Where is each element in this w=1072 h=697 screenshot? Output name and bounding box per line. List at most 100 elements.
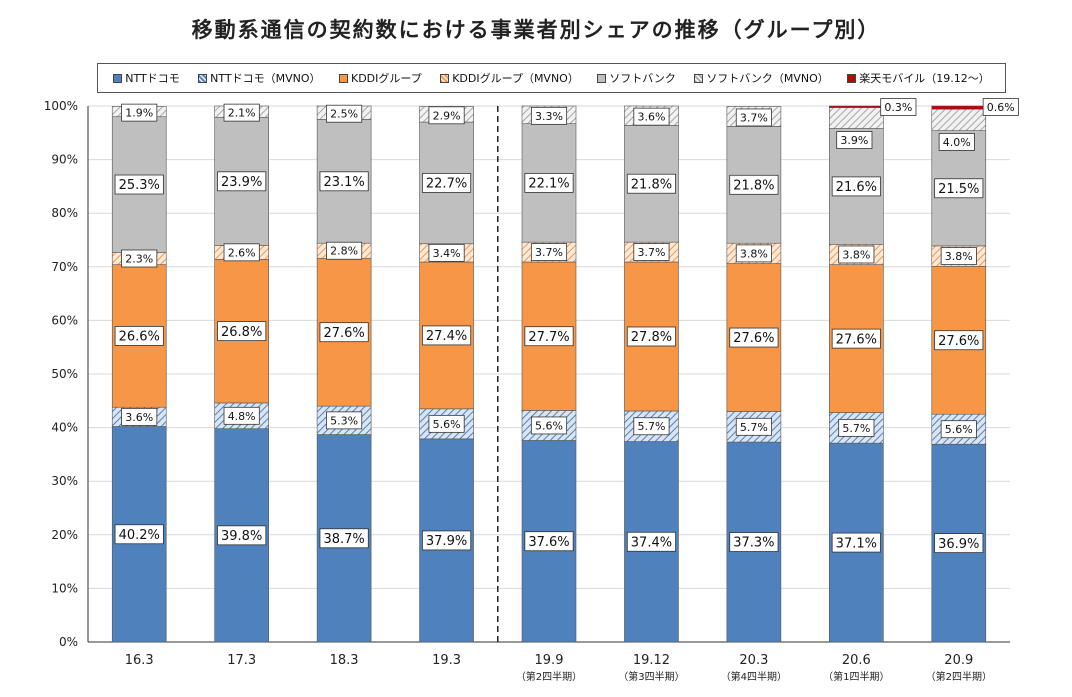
- legend-swatch: [597, 73, 607, 83]
- data-label-box: [530, 416, 568, 435]
- data-label-box: [626, 173, 676, 194]
- data-label-box: [938, 133, 975, 151]
- legend-item: ソフトバンク（MVNO）: [694, 70, 829, 86]
- data-label: 27.6%: [323, 326, 364, 341]
- legend-swatch: [113, 73, 123, 83]
- data-label: 3.6%: [637, 111, 665, 124]
- legend-label: ソフトバンク: [609, 72, 676, 85]
- data-label-box: [934, 330, 984, 351]
- data-label: 39.8%: [221, 529, 262, 544]
- data-label: 27.7%: [528, 330, 569, 345]
- y-tick-label: 30%: [51, 474, 78, 488]
- data-label-box: [729, 174, 779, 195]
- data-label: 5.3%: [330, 414, 358, 427]
- data-label: 37.9%: [426, 534, 467, 549]
- x-sub-label: （第3四半期）: [618, 670, 684, 683]
- bar-segment: [931, 105, 987, 110]
- data-label: 27.6%: [733, 331, 774, 346]
- y-tick-label: 100%: [44, 99, 78, 113]
- data-label-box: [121, 103, 158, 122]
- legend-label: NTTドコモ: [125, 72, 180, 85]
- y-tick-label: 80%: [51, 206, 78, 220]
- data-label: 3.6%: [125, 411, 153, 424]
- legend-swatch: [339, 73, 348, 83]
- legend-swatch: [198, 73, 208, 83]
- legend-swatch: [694, 73, 704, 83]
- legend-item: 楽天モバイル（19.12～）: [847, 70, 990, 86]
- data-label-box: [735, 108, 772, 127]
- data-label-box: [633, 417, 670, 436]
- data-label: 36.9%: [938, 537, 979, 552]
- x-tick-label: 18.3: [330, 653, 359, 668]
- data-label: 37.3%: [733, 536, 774, 551]
- data-label-box: [735, 244, 772, 263]
- y-tick-label: 10%: [51, 581, 78, 595]
- y-tick-label: 60%: [51, 313, 78, 327]
- data-label-box: [422, 325, 472, 346]
- data-label: 38.7%: [323, 532, 364, 547]
- data-label: 5.6%: [945, 423, 973, 436]
- data-label-box: [836, 131, 873, 149]
- data-label-box: [838, 245, 875, 264]
- data-label-box: [626, 326, 676, 347]
- data-label: 40.2%: [119, 528, 160, 543]
- x-tick-label: 19.12: [633, 653, 670, 668]
- data-label-box: [530, 243, 568, 261]
- data-label: 2.6%: [228, 246, 256, 259]
- data-label-box: [223, 103, 260, 122]
- data-label-box: [633, 107, 670, 126]
- x-sub-label: （第4四半期）: [721, 670, 787, 683]
- data-label: 21.5%: [938, 182, 979, 197]
- data-label: 5.7%: [842, 422, 870, 435]
- data-label-box: [940, 247, 977, 265]
- data-label: 3.9%: [840, 134, 868, 147]
- y-tick-label: 50%: [51, 367, 78, 381]
- data-label: 23.1%: [323, 175, 364, 190]
- data-label-box: [633, 243, 670, 261]
- data-label: 2.3%: [125, 252, 153, 265]
- legend-label: KDDIグループ: [351, 72, 422, 85]
- data-label: 3.4%: [433, 247, 461, 260]
- legend-label: NTTドコモ（MVNO）: [210, 72, 321, 85]
- data-label-box: [524, 531, 574, 552]
- x-sub-label: （第2四半期）: [926, 670, 992, 683]
- data-label: 5.7%: [637, 420, 665, 433]
- data-label-box: [422, 173, 472, 193]
- data-label-box: [735, 417, 772, 436]
- data-label: 2.8%: [330, 245, 358, 258]
- data-label: 22.7%: [426, 177, 467, 192]
- data-label-box: [934, 533, 984, 554]
- data-label: 2.1%: [228, 107, 256, 120]
- data-label: 22.1%: [528, 177, 569, 192]
- data-label: 2.5%: [330, 108, 358, 121]
- data-label-box: [626, 531, 676, 552]
- legend-item: NTTドコモ: [113, 70, 180, 86]
- data-label: 27.6%: [836, 332, 877, 347]
- data-label: 3.8%: [945, 250, 973, 263]
- data-label-box: [530, 106, 568, 125]
- y-tick-label: 70%: [51, 260, 78, 274]
- data-label: 21.8%: [631, 177, 672, 192]
- legend-swatch: [440, 73, 450, 83]
- data-label: 3.7%: [535, 246, 563, 259]
- x-sub-label: （第2四半期）: [516, 670, 582, 683]
- data-label: 2.9%: [433, 109, 461, 122]
- data-label: 1.9%: [125, 107, 153, 120]
- data-label-box: [319, 528, 369, 549]
- chart-title: 移動系通信の契約数における事業者別シェアの推移（グループ別）: [191, 18, 881, 42]
- data-label: 23.9%: [221, 175, 262, 190]
- data-label-box: [114, 326, 164, 346]
- data-label-box: [114, 174, 164, 195]
- data-label-box: [880, 98, 917, 116]
- data-label-box: [422, 530, 472, 551]
- data-label-box: [524, 326, 574, 347]
- data-label: 5.6%: [535, 419, 563, 432]
- data-label-box: [326, 241, 363, 260]
- x-tick-label: 19.9: [535, 653, 564, 668]
- data-label: 21.6%: [836, 180, 877, 195]
- legend-item: KDDIグループ: [339, 70, 422, 86]
- data-label: 26.8%: [221, 325, 262, 340]
- data-label-box: [729, 532, 779, 552]
- data-label: 5.6%: [433, 418, 461, 431]
- data-label: 37.1%: [836, 536, 877, 551]
